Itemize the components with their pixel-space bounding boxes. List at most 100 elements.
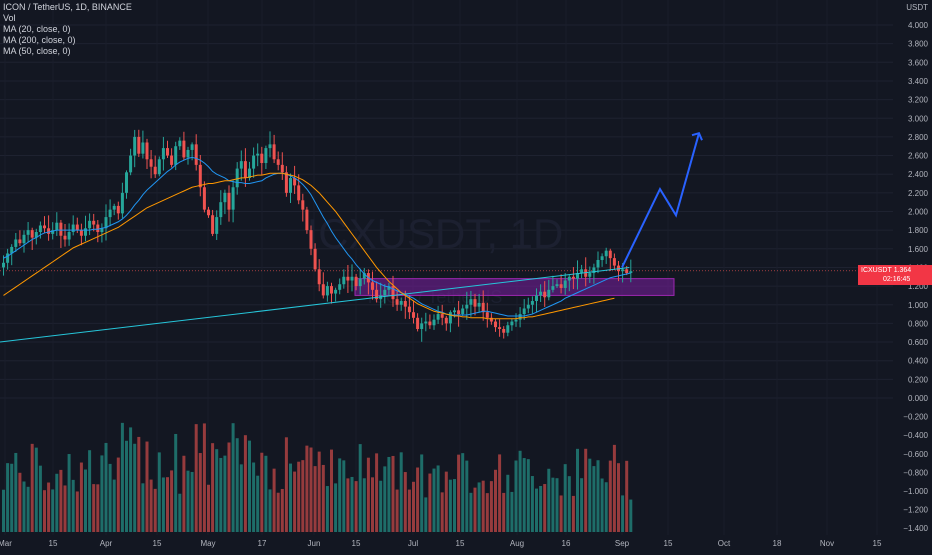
candle-body bbox=[518, 314, 522, 320]
volume-axis-tick: −0.800 bbox=[903, 468, 928, 477]
candle-body bbox=[276, 159, 280, 165]
volume-bar bbox=[227, 442, 231, 532]
volume-bar bbox=[223, 455, 227, 532]
volume-bar bbox=[612, 444, 616, 532]
volume-bar bbox=[276, 492, 280, 532]
candle-body bbox=[629, 271, 633, 274]
volume-bar bbox=[448, 479, 452, 532]
candle-body bbox=[18, 239, 22, 244]
candle-body bbox=[526, 304, 530, 309]
volume-bar bbox=[231, 423, 235, 532]
candle-body bbox=[551, 286, 555, 290]
candle-body bbox=[530, 301, 534, 305]
volume-axis-tick: −0.200 bbox=[903, 413, 928, 422]
candle-body bbox=[592, 267, 596, 274]
volume-bar bbox=[182, 455, 186, 532]
candle-body bbox=[416, 317, 420, 329]
volume-bar bbox=[30, 443, 34, 532]
price-axis-tick: 3.800 bbox=[908, 40, 929, 49]
time-axis-tick: 15 bbox=[664, 539, 673, 548]
price-axis-tick: 0.000 bbox=[908, 394, 929, 403]
candle-body bbox=[600, 256, 604, 260]
candle-body bbox=[252, 155, 256, 169]
volume-bar bbox=[166, 477, 169, 532]
candle-body bbox=[202, 187, 206, 210]
volume-bar bbox=[362, 478, 366, 532]
volume-bar bbox=[453, 479, 456, 532]
volume-bar bbox=[547, 468, 551, 532]
last-price-tag: ICXUSDT 1.364 02:16:45 bbox=[858, 265, 932, 285]
candle-body bbox=[555, 284, 559, 287]
candle-body bbox=[10, 246, 14, 254]
legend-ma200[interactable]: MA (200, close, 0) bbox=[3, 35, 76, 45]
candle-body bbox=[588, 273, 592, 277]
candle-body bbox=[293, 177, 297, 186]
volume-bar bbox=[116, 457, 120, 532]
volume-bar bbox=[43, 490, 46, 532]
volume-bar bbox=[34, 447, 38, 532]
volume-bar bbox=[461, 453, 465, 532]
volume-bar bbox=[342, 460, 346, 532]
volume-bar bbox=[334, 483, 338, 532]
candle-body bbox=[539, 291, 543, 296]
volume-bar bbox=[219, 457, 223, 532]
volume-bar bbox=[629, 499, 633, 532]
volume-bar bbox=[92, 484, 96, 532]
volume-bar bbox=[403, 472, 407, 532]
candle-body bbox=[477, 302, 481, 307]
price-axis-tick: 2.200 bbox=[908, 189, 929, 198]
volume-bar bbox=[6, 463, 10, 532]
candle-body bbox=[621, 269, 625, 272]
volume-bar bbox=[596, 460, 600, 532]
ma-line bbox=[3, 156, 631, 317]
time-axis-tick: Jul bbox=[408, 539, 418, 548]
volume-bar bbox=[502, 492, 506, 532]
candle-body bbox=[34, 232, 38, 238]
volume-bar bbox=[47, 482, 51, 532]
volume-bar bbox=[51, 489, 55, 532]
volume-bar bbox=[129, 427, 133, 532]
candle-body bbox=[92, 220, 96, 225]
projection-arrowhead bbox=[691, 131, 703, 141]
candle-body bbox=[235, 168, 239, 188]
legend-title[interactable]: ICON / TetherUS, 1D, BINANCE bbox=[3, 2, 132, 12]
candle-body bbox=[506, 325, 510, 333]
candle-body bbox=[612, 258, 616, 266]
volume-bar bbox=[588, 458, 592, 532]
candle-body bbox=[510, 321, 514, 326]
volume-bar bbox=[465, 460, 469, 532]
price-axis-tick: 2.400 bbox=[908, 170, 929, 179]
volume-axis-tick: −0.400 bbox=[903, 431, 928, 440]
volume-bar bbox=[248, 440, 251, 532]
volume-bar bbox=[440, 492, 444, 532]
volume-bar bbox=[104, 442, 108, 532]
volume-bar bbox=[522, 458, 526, 532]
legend-ma50[interactable]: MA (50, close, 0) bbox=[3, 46, 71, 56]
candle-body bbox=[571, 276, 575, 279]
volume-bar bbox=[444, 471, 448, 532]
volume-bar bbox=[178, 493, 182, 532]
volume-bar bbox=[510, 491, 514, 532]
volume-bar bbox=[309, 447, 313, 532]
candle-body bbox=[391, 286, 395, 300]
candle-body bbox=[248, 168, 251, 178]
candle-body bbox=[43, 225, 46, 229]
volume-bar bbox=[260, 452, 264, 532]
legend-vol[interactable]: Vol bbox=[3, 13, 16, 23]
candle-body bbox=[174, 146, 178, 165]
volume-bar bbox=[432, 468, 436, 532]
volume-bar bbox=[215, 449, 219, 532]
volume-bar bbox=[207, 484, 210, 532]
legend-ma20[interactable]: MA (20, close, 0) bbox=[3, 24, 71, 34]
candle-body bbox=[576, 273, 579, 279]
volume-bar bbox=[375, 453, 379, 532]
volume-bar bbox=[321, 464, 325, 532]
volume-bar bbox=[518, 450, 522, 532]
candle-body bbox=[178, 140, 182, 147]
candle-body bbox=[514, 319, 518, 322]
candle-body bbox=[125, 172, 128, 193]
volume-bar bbox=[305, 445, 309, 532]
volume-bar bbox=[325, 486, 329, 532]
